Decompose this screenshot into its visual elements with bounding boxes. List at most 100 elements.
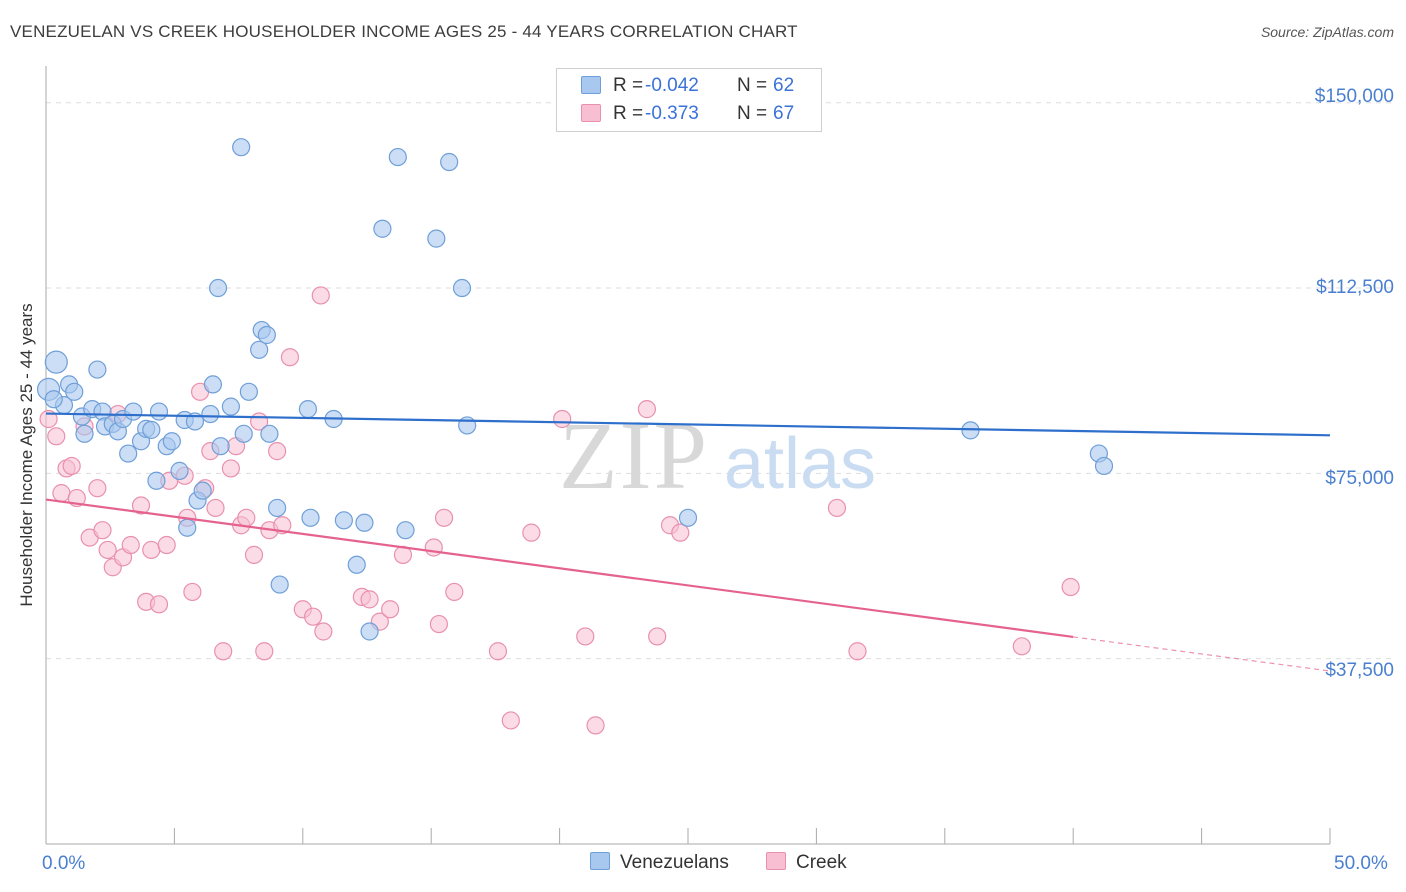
creek-point: [93, 521, 112, 540]
creek-point: [142, 540, 161, 560]
creek-point: [314, 622, 333, 641]
correlation-legend: R = -0.042 N = 62 R = -0.373 N = 67: [556, 68, 822, 132]
venezuelan-point: [124, 402, 143, 421]
creek-point: [424, 538, 443, 557]
venezuelan-point: [1094, 456, 1114, 476]
legend-r-value-venezuelans: -0.042: [645, 75, 699, 96]
venezuelan-point: [373, 219, 392, 238]
legend-n-value-creek: 67: [773, 103, 795, 124]
venezuelan-point: [44, 390, 63, 409]
creek-point: [131, 496, 151, 515]
creek-point: [434, 508, 454, 527]
venezuelan-point: [88, 360, 107, 379]
creek-point: [149, 595, 169, 614]
venezuelan-point: [347, 555, 366, 574]
x-tick-label-max: 50.0%: [1334, 853, 1388, 874]
venezuelan-point: [301, 508, 320, 527]
venezuelan-point: [142, 420, 161, 439]
creek-point: [1061, 577, 1080, 597]
y-tick-label-37500: $37,500: [1325, 660, 1394, 681]
venezuelan-point: [334, 511, 353, 530]
venezuelan-point: [270, 575, 289, 594]
creek-trend-line: [45, 498, 1074, 639]
bottom-legend-label-creek: Creek: [796, 852, 847, 873]
creek-point: [221, 459, 240, 478]
creek-point: [47, 427, 66, 446]
creek-point: [52, 484, 71, 503]
venezuelan-point: [360, 622, 379, 641]
venezuelan-trend-line: [45, 412, 1331, 437]
venezuelan-point: [170, 461, 189, 480]
venezuelan-points: [36, 138, 1114, 641]
venezuelan-point: [257, 325, 276, 345]
y-axis-label: Householder Income Ages 25 - 44 years: [17, 303, 36, 607]
venezuelan-point: [458, 416, 477, 435]
legend-n-value-venezuelans: 62: [773, 75, 795, 96]
venezuelan-point: [149, 402, 169, 421]
venezuelan-point: [208, 278, 228, 298]
creek-point: [157, 535, 176, 555]
bottom-legend-venezuelans: Venezuelans: [590, 852, 729, 874]
creek-trend-extension: [1073, 636, 1331, 672]
venezuelan-point: [211, 437, 230, 456]
venezuelan-point: [250, 340, 269, 359]
y-tick-label-75000: $75,000: [1325, 468, 1394, 489]
y-tick-label-112500: $112,500: [1316, 277, 1394, 298]
venezuelan-point: [147, 471, 166, 490]
venezuelan-point: [119, 444, 138, 463]
venezuelan-point: [440, 152, 459, 172]
creek-point: [648, 627, 667, 646]
creek-point: [121, 535, 140, 555]
venezuelan-point: [452, 278, 472, 298]
venezuelan-point: [239, 382, 258, 401]
creek-point: [381, 600, 400, 619]
creek-point: [98, 540, 117, 560]
creek-point: [671, 523, 690, 542]
creek-point: [1012, 637, 1031, 656]
bottom-legend-label-venezuelans: Venezuelans: [620, 852, 729, 873]
watermark-zip: ZIP: [559, 402, 709, 509]
creek-point: [522, 523, 541, 542]
creek-point: [848, 642, 867, 661]
venezuelan-point: [427, 229, 446, 248]
watermark-atlas: atlas: [724, 424, 876, 504]
venezuelan-point: [298, 400, 318, 419]
creek-point: [88, 479, 107, 498]
axes: [45, 66, 1331, 845]
creek-point: [255, 642, 274, 661]
creek-point: [827, 498, 847, 518]
venezuelan-point: [75, 424, 94, 443]
venezuelan-point: [221, 397, 240, 416]
legend-swatch-creek: [581, 104, 601, 122]
legend-n-label: N =: [737, 75, 768, 96]
creek-point: [488, 642, 508, 661]
venezuelan-point: [268, 498, 287, 518]
creek-point: [62, 456, 81, 476]
legend-n-label: N =: [737, 103, 768, 124]
venezuelan-point: [678, 508, 698, 527]
trend-lines: [45, 412, 1331, 672]
creek-points: [39, 286, 1080, 735]
venezuelan-point: [65, 382, 84, 401]
venezuelan-point: [193, 481, 212, 500]
creek-point: [576, 627, 595, 646]
venezuelan-point: [260, 424, 279, 443]
venezuelan-point: [232, 138, 251, 157]
creek-point: [311, 286, 330, 305]
creek-point: [429, 614, 449, 634]
venezuelan-point: [162, 432, 181, 451]
venezuelan-point: [44, 350, 68, 374]
grid-lines: [46, 102, 1394, 660]
venezuelan-point: [388, 147, 407, 167]
creek-point: [360, 590, 379, 609]
bottom-legend-creek: Creek: [766, 852, 847, 874]
legend-r-value-creek: -0.373: [645, 103, 699, 124]
creek-point: [237, 508, 256, 527]
creek-point: [303, 607, 323, 626]
creek-point: [637, 400, 657, 419]
creek-point: [206, 498, 225, 518]
creek-point: [501, 711, 520, 730]
legend-r-label: R =: [613, 75, 644, 96]
x-tick-label-min: 0.0%: [42, 853, 86, 874]
